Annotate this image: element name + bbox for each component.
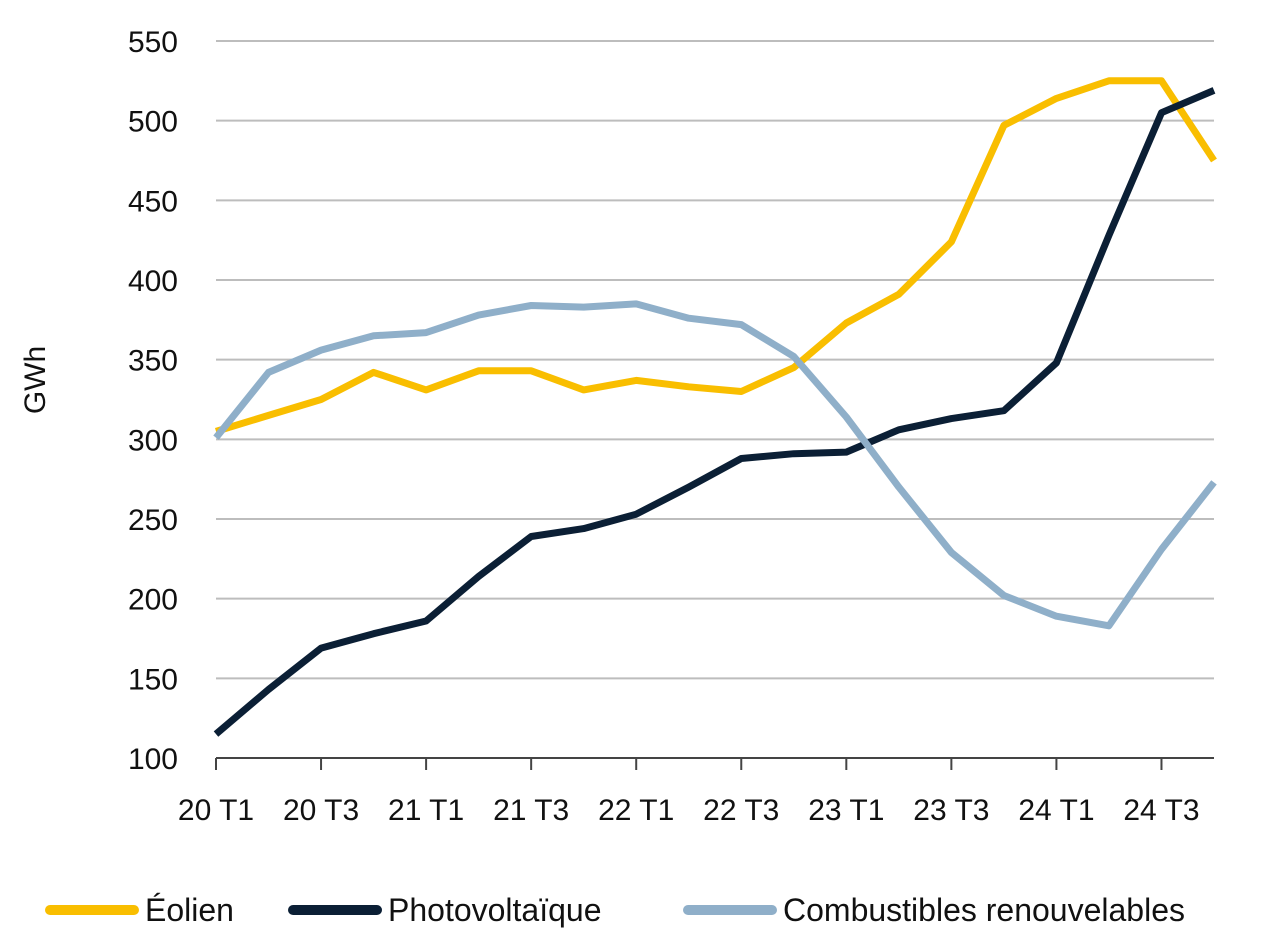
series-line-combustibles-renouvelables [213,300,1217,630]
y-tick-label: 100 [128,743,178,776]
x-axis: 20 T1 20 T3 21 T1 21 T3 22 T1 22 T3 23 T1 23 T3… [178,757,1214,827]
x-tick-label: 20 T3 [283,794,359,827]
y-tick-label: 150 [128,663,178,696]
y-tick-label: 300 [128,424,178,457]
x-tick-label: 23 T1 [808,794,884,827]
x-tick-label: 24 T1 [1018,794,1094,827]
y-axis-title: GWh [19,346,52,414]
x-tick-label: 24 T3 [1123,794,1199,827]
legend-label: Éolien [145,892,234,928]
x-tick-label: 21 T3 [493,794,569,827]
y-tick-label: 550 [128,26,178,59]
y-tick-label: 450 [128,185,178,218]
series-line-eolien [214,77,1217,435]
y-tick-label: 350 [128,345,178,378]
x-tick-label: 22 T1 [598,794,674,827]
y-tick-label: 250 [128,504,178,537]
series-lines [213,77,1217,737]
x-tick-label: 22 T3 [703,794,779,827]
gridlines [216,40,1214,680]
y-tick-label: 200 [128,584,178,617]
x-tick-label: 21 T1 [388,794,464,827]
legend-label: Combustibles renouvelables [783,892,1185,928]
y-tick-label: 400 [128,265,178,298]
legend: Éolien Photovoltaïque Combustibles renouve… [45,892,1185,928]
y-tick-label: 500 [128,106,178,139]
legend-label: Photovoltaïque [388,892,602,928]
x-tick-label: 23 T3 [913,794,989,827]
x-tick-label: 20 T1 [178,794,254,827]
y-axis: 100 150 200 250 300 350 400 450 500 550 [128,26,178,776]
series-line-photovoltaique [213,87,1216,737]
